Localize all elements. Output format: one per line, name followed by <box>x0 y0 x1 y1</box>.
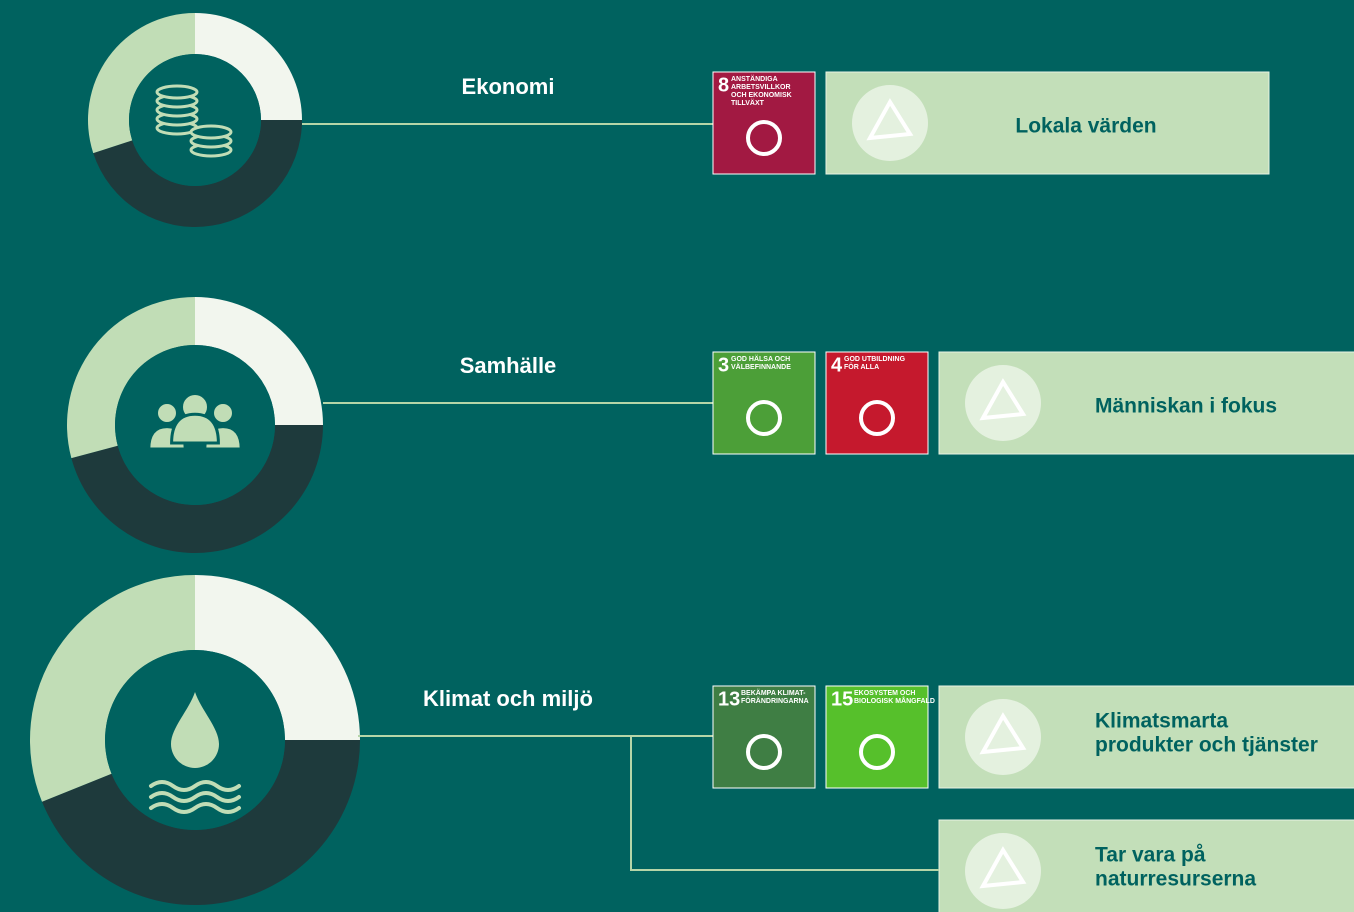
outcome-icon-detail <box>866 98 914 141</box>
person-icon <box>170 412 220 445</box>
person-icon <box>211 401 235 425</box>
wave-icon <box>149 780 241 792</box>
outcome-text: Tar vara på <box>1095 844 1206 867</box>
sdg-title: ARBETSVILLKOR <box>731 84 791 91</box>
outcome-text: Lokala värden <box>1015 115 1156 138</box>
row-label: Klimat och miljö <box>423 686 593 711</box>
outcome-icon-detail <box>979 846 1027 889</box>
sdg-title: BEKÄMPA KLIMAT- <box>741 689 806 697</box>
sdg-tile: 13 BEKÄMPA KLIMAT-FÖRÄNDRINGARNA <box>712 685 816 789</box>
outcome-icon <box>852 85 928 161</box>
sdg-title: OCH EKONOMISK <box>731 92 792 99</box>
outcome-icon <box>965 833 1041 909</box>
outcome-text: Klimatsmarta <box>1095 710 1228 733</box>
wave-icon <box>149 802 241 814</box>
sdg-title: VÄLBEFINNANDE <box>731 363 791 371</box>
donut-segment <box>67 297 195 459</box>
sdg-icon <box>746 734 782 770</box>
donut-segment <box>93 120 302 227</box>
coin-icon <box>155 84 199 100</box>
sdg-title: BIOLOGISK MÅNGFALD <box>854 696 935 705</box>
person-icon <box>155 401 179 425</box>
outcome-text: produkter och tjänster <box>1095 734 1318 757</box>
sdg-number: 13 <box>718 688 740 710</box>
sdg-title: EKOSYSTEM OCH <box>854 690 915 697</box>
sdg-title: FÖR ALLA <box>844 362 879 371</box>
row-label: Ekonomi <box>462 74 555 99</box>
sdg-icon <box>859 734 895 770</box>
sdg-icon <box>746 120 782 156</box>
outcome-text: Människan i fokus <box>1095 395 1277 418</box>
donut-segment <box>195 13 302 120</box>
outcome-icon-detail <box>979 712 1027 755</box>
donut-segment <box>195 297 323 425</box>
drop-icon <box>171 692 219 768</box>
donut <box>67 297 323 553</box>
outcome-text: naturresurserna <box>1095 868 1256 891</box>
donut-segment <box>30 575 196 802</box>
sdg-number: 3 <box>718 354 729 376</box>
sdg-title: GOD HÄLSA OCH <box>731 355 790 363</box>
outcome-icon <box>965 365 1041 441</box>
coin-icon <box>189 124 233 140</box>
sdg-number: 8 <box>718 74 729 96</box>
wave-icon <box>149 791 241 803</box>
sdg-title: GOD UTBILDNING <box>844 356 906 363</box>
donut <box>87 13 302 227</box>
sdg-title: FÖRÄNDRINGARNA <box>741 696 809 705</box>
sdg-icon <box>746 400 782 436</box>
row-label: Samhälle <box>460 353 557 378</box>
outcome-box: Människan i fokus <box>938 351 1354 455</box>
donut-segment <box>195 575 360 740</box>
outcome-icon-detail <box>979 378 1027 421</box>
sdg-title: ANSTÄNDIGA <box>731 75 778 83</box>
outcome-icon <box>965 699 1041 775</box>
sdg-tile-bg <box>712 351 816 455</box>
sdg-number: 4 <box>831 354 843 376</box>
donut-segment <box>87 13 195 154</box>
sdg-icon <box>859 400 895 436</box>
sdg-number: 15 <box>831 688 853 710</box>
branch-connector <box>630 736 939 871</box>
sdg-title: TILLVÄXT <box>731 99 765 107</box>
donut-segment <box>71 425 323 553</box>
donut <box>30 575 361 905</box>
outcome-box: Lokala värden <box>825 71 1270 175</box>
donut-segment <box>42 740 361 905</box>
